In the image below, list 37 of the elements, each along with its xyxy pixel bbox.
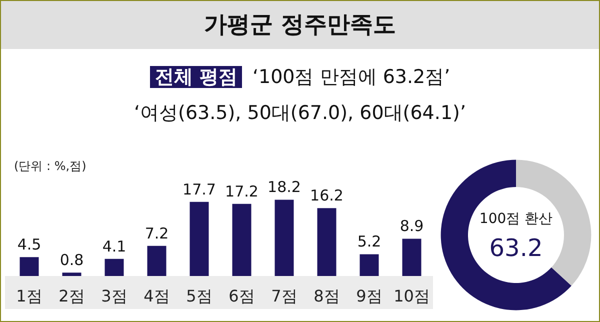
- x-tick-label: 1점: [16, 286, 42, 306]
- bar: [190, 202, 209, 276]
- bar: [317, 208, 336, 276]
- bar: [20, 257, 39, 276]
- bar: [104, 258, 124, 276]
- x-tick-label: 3점: [101, 286, 128, 306]
- text: ‘100점 만점에 63.2점’: [252, 66, 450, 88]
- x-tick-label: 9점: [356, 286, 382, 306]
- data-label: 0.8: [60, 251, 84, 270]
- data-label: 5.2: [357, 232, 382, 251]
- x-tick-label: 5점: [186, 286, 212, 306]
- bar: [402, 238, 422, 276]
- bar: [360, 254, 379, 276]
- bar: [274, 200, 294, 276]
- bar: [232, 204, 252, 276]
- data-label: 7.2: [144, 224, 169, 242]
- data-label: 16.2: [310, 186, 344, 205]
- data-label: 17.7: [182, 180, 216, 198]
- text: 전체 평점: [150, 66, 242, 88]
- x-tick-label: 10점: [394, 286, 430, 306]
- data-label: 4.1: [102, 237, 126, 256]
- chart-title: 가평군 정주만족도: [1, 1, 599, 49]
- x-tick-label: 4점: [144, 286, 170, 306]
- x-tick-label: 7점: [271, 286, 298, 306]
- text: 100점 환산: [479, 211, 553, 227]
- x-tick-label: 8점: [314, 286, 340, 306]
- data-label: 4.5: [17, 236, 42, 254]
- x-tick-label: 2점: [58, 286, 85, 306]
- x-tick-label: 6점: [228, 286, 255, 306]
- text: (단위 : %,점): [14, 158, 86, 175]
- data-label: 63.2: [489, 234, 543, 262]
- text: ‘여성(63.5), 50대(67.0), 60대(64.1)’: [133, 101, 467, 126]
- bar: [147, 246, 166, 276]
- bar: [62, 272, 82, 276]
- data-label: 17.2: [225, 182, 258, 200]
- data-label: 18.2: [268, 178, 301, 196]
- data-label: 8.9: [400, 217, 424, 236]
